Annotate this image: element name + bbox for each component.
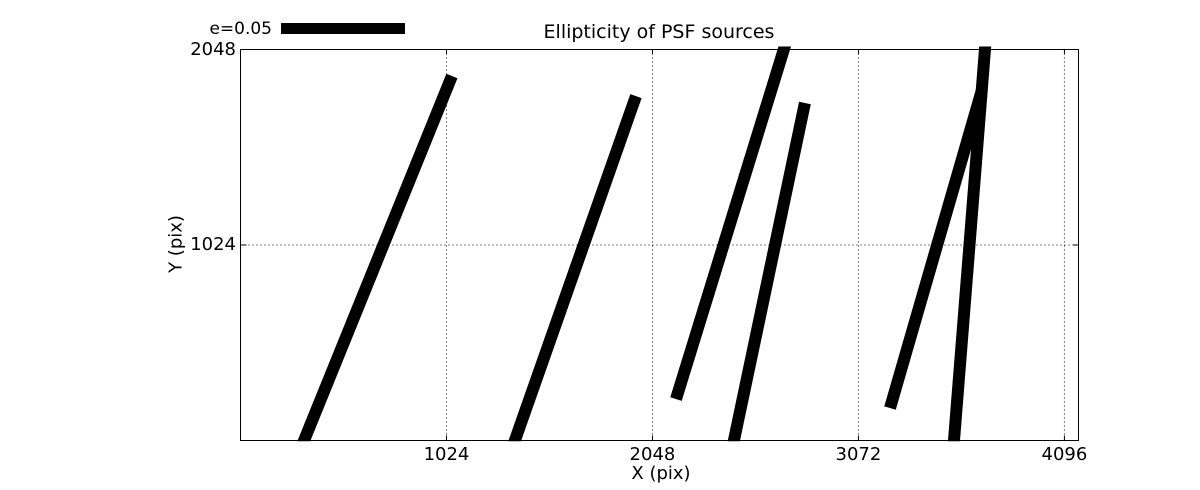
x-tick-label: 4096 (1041, 444, 1088, 465)
psf-whisker (508, 94, 642, 442)
x-tick-label: 3072 (835, 444, 882, 465)
chart-title: Ellipticity of PSF sources (543, 21, 775, 43)
psf-whisker (297, 73, 458, 442)
psf-whisker (884, 88, 988, 410)
psf-whiskers (297, 46, 992, 442)
legend-sample-line (281, 23, 405, 34)
x-axis-label: X (pix) (631, 463, 691, 484)
x-tick-label: 1024 (423, 444, 470, 465)
tick-marks (240, 49, 1079, 441)
x-tick-label: 2048 (629, 444, 676, 465)
y-tick-label: 2048 (190, 38, 236, 60)
legend-label: e=0.05 (209, 19, 272, 39)
y-tick-label: 1024 (190, 234, 236, 255)
psf-whisker (727, 101, 811, 442)
psf-whisker (947, 46, 992, 442)
psf-whisker (670, 46, 792, 401)
